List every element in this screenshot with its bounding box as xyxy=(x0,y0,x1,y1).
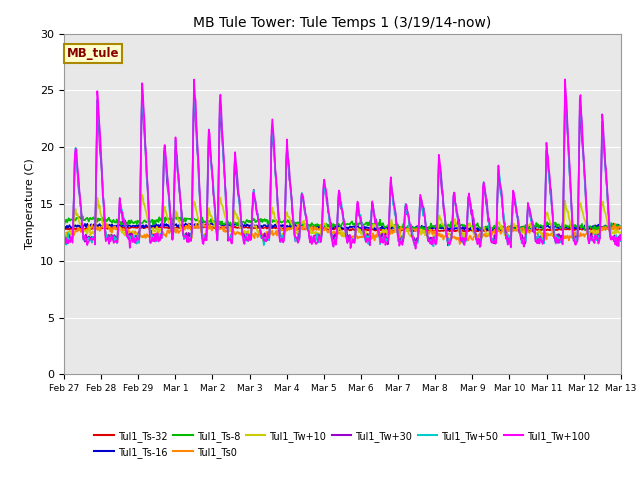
Line: Tul1_Tw+50: Tul1_Tw+50 xyxy=(64,87,621,246)
Tul1_Tw+50 xyxy=(60,237,68,243)
Tul1_Tw+50 xyxy=(428,237,435,243)
Tul1_Tw+100 xyxy=(410,240,418,245)
Tul1_Ts0 xyxy=(127,230,135,236)
Tul1_Ts0 xyxy=(214,225,222,231)
Tul1_Tw+30 xyxy=(190,90,198,96)
Tul1_Tw+30 xyxy=(617,232,625,238)
Tul1_Tw+10 xyxy=(411,238,419,243)
Tul1_Ts-16 xyxy=(70,224,78,230)
Tul1_Tw+30 xyxy=(214,203,222,209)
Tul1_Ts-8 xyxy=(214,217,222,223)
Tul1_Ts-8 xyxy=(127,217,135,223)
Line: Tul1_Ts-16: Tul1_Ts-16 xyxy=(64,222,621,231)
Tul1_Ts0 xyxy=(617,225,625,231)
Tul1_Ts-8 xyxy=(60,222,68,228)
Tul1_Tw+30 xyxy=(428,235,435,240)
Tul1_Ts-8 xyxy=(428,221,435,227)
Tul1_Tw+30 xyxy=(127,230,135,236)
Tul1_Ts0 xyxy=(70,232,78,238)
Tul1_Ts0 xyxy=(411,227,419,232)
Tul1_Tw+10 xyxy=(127,235,135,240)
Tul1_Ts-32 xyxy=(60,225,68,231)
Tul1_Tw+100 xyxy=(617,237,625,243)
Text: MB_tule: MB_tule xyxy=(67,47,119,60)
Tul1_Tw+50 xyxy=(127,233,135,239)
Tul1_Ts0 xyxy=(456,241,463,247)
Tul1_Tw+30 xyxy=(411,237,419,243)
Tul1_Tw+50 xyxy=(70,184,78,190)
Tul1_Ts-16 xyxy=(127,224,135,229)
Tul1_Ts-8 xyxy=(185,216,193,222)
Tul1_Tw+30 xyxy=(70,189,78,194)
Tul1_Ts-8 xyxy=(502,228,509,234)
Tul1_Tw+10 xyxy=(214,223,222,229)
Tul1_Ts-16 xyxy=(412,224,419,230)
Tul1_Ts0 xyxy=(60,230,68,236)
Tul1_Tw+50 xyxy=(411,243,419,249)
Tul1_Tw+10 xyxy=(428,235,436,241)
Tul1_Ts-32 xyxy=(214,225,222,230)
Title: MB Tule Tower: Tule Temps 1 (3/19/14-now): MB Tule Tower: Tule Temps 1 (3/19/14-now… xyxy=(193,16,492,30)
Line: Tul1_Tw+10: Tul1_Tw+10 xyxy=(64,195,621,243)
Tul1_Tw+100 xyxy=(561,76,569,82)
Tul1_Ts-32 xyxy=(617,225,625,230)
Tul1_Tw+50 xyxy=(185,236,193,242)
Tul1_Ts-8 xyxy=(411,225,419,231)
Y-axis label: Temperature (C): Temperature (C) xyxy=(24,158,35,250)
Tul1_Ts-32 xyxy=(184,225,192,230)
Tul1_Ts-8 xyxy=(617,225,625,230)
Tul1_Tw+100 xyxy=(70,187,78,192)
Tul1_Ts-16 xyxy=(214,222,222,228)
Tul1_Tw+100 xyxy=(412,246,419,252)
Tul1_Tw+10 xyxy=(70,216,78,221)
Tul1_Ts-32 xyxy=(211,224,219,229)
Line: Tul1_Ts-8: Tul1_Ts-8 xyxy=(64,214,621,231)
Tul1_Ts-16 xyxy=(184,222,192,228)
Tul1_Ts-8 xyxy=(70,217,78,223)
Tul1_Tw+30 xyxy=(60,234,68,240)
Tul1_Tw+10 xyxy=(138,192,146,198)
Legend: Tul1_Ts-32, Tul1_Ts-16, Tul1_Ts-8, Tul1_Ts0, Tul1_Tw+10, Tul1_Tw+30, Tul1_Tw+50,: Tul1_Ts-32, Tul1_Ts-16, Tul1_Ts-8, Tul1_… xyxy=(90,427,595,461)
Tul1_Tw+10 xyxy=(413,240,421,246)
Tul1_Ts-16 xyxy=(199,219,207,225)
Tul1_Ts0 xyxy=(184,226,192,232)
Tul1_Tw+30 xyxy=(184,234,192,240)
Tul1_Tw+100 xyxy=(127,238,135,243)
Tul1_Ts-16 xyxy=(428,225,436,230)
Tul1_Tw+100 xyxy=(428,239,435,245)
Tul1_Ts-32 xyxy=(428,228,436,233)
Tul1_Tw+50 xyxy=(617,238,625,244)
Tul1_Tw+30 xyxy=(444,242,452,248)
Tul1_Ts-32 xyxy=(414,229,422,235)
Tul1_Tw+50 xyxy=(214,205,222,211)
Tul1_Tw+10 xyxy=(60,228,68,234)
Line: Tul1_Tw+30: Tul1_Tw+30 xyxy=(64,93,621,245)
Tul1_Ts-32 xyxy=(127,224,135,230)
Line: Tul1_Ts-32: Tul1_Ts-32 xyxy=(64,227,621,232)
Line: Tul1_Tw+100: Tul1_Tw+100 xyxy=(64,79,621,249)
Tul1_Tw+10 xyxy=(185,231,193,237)
Tul1_Tw+100 xyxy=(214,238,221,243)
Tul1_Ts-8 xyxy=(172,211,179,216)
Tul1_Ts-16 xyxy=(60,226,68,231)
Tul1_Ts0 xyxy=(428,227,435,233)
Tul1_Ts-16 xyxy=(617,224,625,229)
Tul1_Ts-32 xyxy=(411,228,419,234)
Line: Tul1_Ts0: Tul1_Ts0 xyxy=(64,224,621,244)
Tul1_Ts-32 xyxy=(70,226,78,232)
Tul1_Tw+10 xyxy=(617,229,625,235)
Tul1_Tw+100 xyxy=(60,241,68,247)
Tul1_Tw+50 xyxy=(429,243,437,249)
Tul1_Tw+50 xyxy=(138,84,146,90)
Tul1_Ts-16 xyxy=(356,228,364,234)
Tul1_Tw+100 xyxy=(184,234,192,240)
Tul1_Ts0 xyxy=(200,221,207,227)
